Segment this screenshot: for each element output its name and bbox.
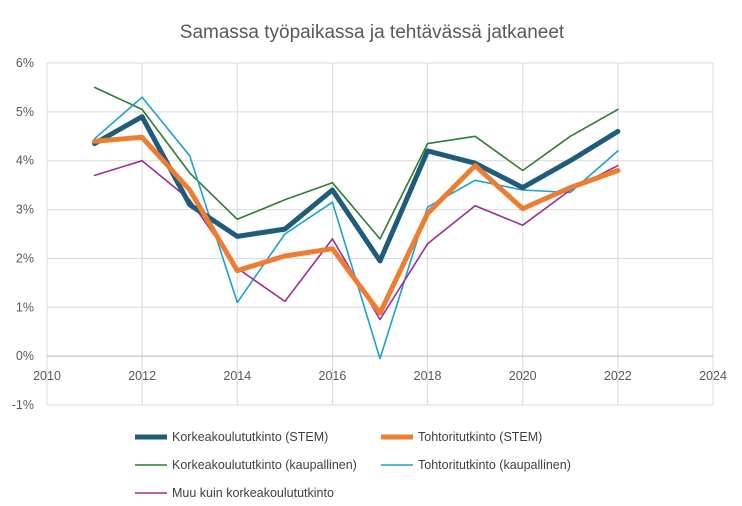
x-tick-label: 2010 [33, 369, 61, 383]
legend: Korkeakoulututkinto (STEM) Tohtoritutkint… [135, 430, 571, 500]
series-line-1 [92, 114, 621, 264]
x-tick-label: 2022 [604, 369, 632, 383]
series-line-2 [92, 134, 621, 316]
x-tick-label: 2016 [319, 369, 347, 383]
x-tick-label: 2020 [509, 369, 537, 383]
series-lines [92, 86, 621, 360]
x-tick-label: 2018 [414, 369, 442, 383]
y-tick-label: -1% [12, 398, 34, 412]
chart-title: Samassa työpaikassa ja tehtävässä jatkan… [180, 22, 565, 43]
y-tick-label: 1% [16, 300, 34, 314]
x-tick-label: 2024 [699, 369, 727, 383]
y-tick-label: 5% [16, 105, 34, 119]
y-tick-label: 3% [16, 203, 34, 217]
y-tick-label: 2% [16, 251, 34, 265]
x-tick-label: 2012 [128, 369, 156, 383]
legend-label-3: Korkeakoulututkinto (kaupallinen) [172, 458, 357, 472]
legend-label-5: Muu kuin korkeakoulututkinto [172, 486, 334, 500]
y-tick-label: 6% [16, 56, 34, 70]
y-tick-label: 0% [16, 349, 34, 363]
axes: -1% 0% 1% 2% 3% 4% 5% 6% 2010 2012 2014 2016 2018 202… [12, 56, 727, 412]
legend-label-2: Tohtoritutkinto (STEM) [418, 430, 542, 444]
series-line-3 [93, 86, 619, 240]
x-tick-label: 2014 [223, 369, 251, 383]
gridlines [46, 62, 714, 406]
legend-label-1: Korkeakoulututkinto (STEM) [172, 430, 328, 444]
y-tick-label: 4% [16, 154, 34, 168]
legend-label-4: Tohtoritutkinto (kaupallinen) [418, 458, 571, 472]
